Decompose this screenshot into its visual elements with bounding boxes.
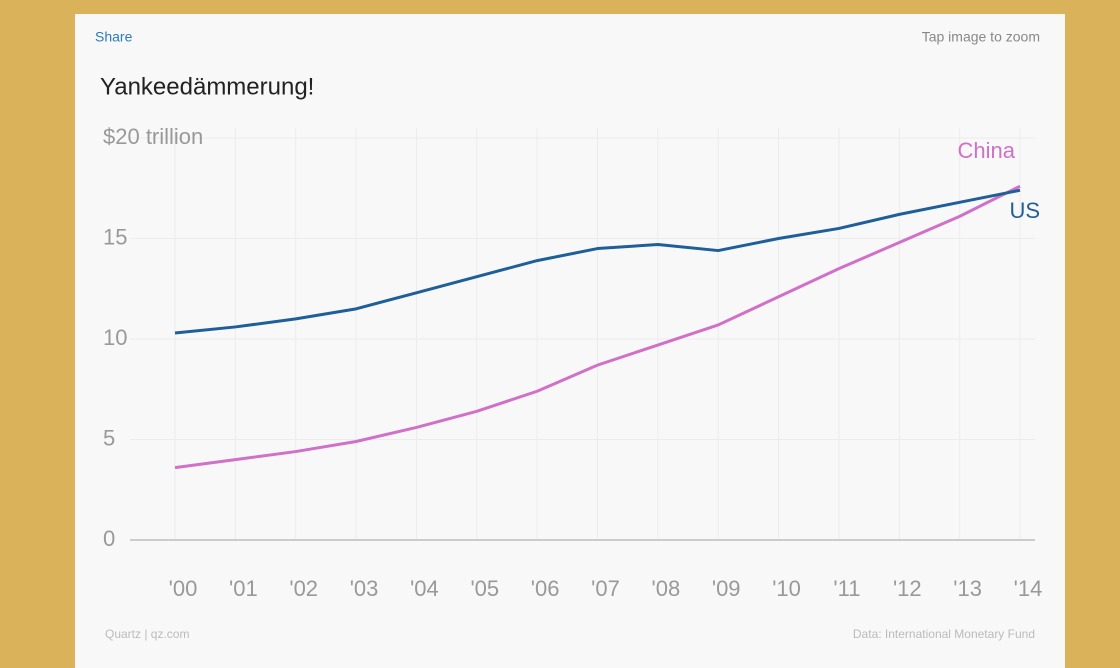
chart-title: Yankeedämmerung! [100,73,314,100]
x-tick-label: '00 [169,576,198,601]
y-tick-label: $20 trillion [103,124,203,149]
zoom-hint[interactable]: Tap image to zoom [922,29,1040,45]
y-tick-label: 5 [103,425,115,450]
footer-data: Data: International Monetary Fund [853,627,1035,641]
x-tick-label: '04 [410,576,439,601]
x-tick-label: '11 [833,576,860,601]
x-tick-label: '01 [229,576,258,601]
x-tick-label: '02 [289,576,318,601]
x-tick-label: '07 [591,576,620,601]
x-tick-label: '12 [893,576,922,601]
x-tick-label: '06 [531,576,560,601]
card [75,14,1065,668]
x-tick-label: '13 [953,576,982,601]
x-tick-label: '03 [350,576,379,601]
x-tick-label: '09 [712,576,741,601]
y-tick-label: 15 [103,224,127,249]
series-line [174,184,1021,470]
x-tick-label: '14 [1014,576,1043,601]
y-tick-label: 10 [103,325,127,350]
series-label: China [958,138,1016,163]
y-tick-label: 0 [103,526,115,551]
share-link[interactable]: Share [95,29,133,45]
x-tick-label: '10 [772,576,801,601]
series-label: US [1009,198,1040,223]
x-tick-label: '08 [652,576,681,601]
series-line [174,188,1021,335]
x-tick-label: '05 [470,576,499,601]
footer-source: Quartz | qz.com [105,627,189,641]
